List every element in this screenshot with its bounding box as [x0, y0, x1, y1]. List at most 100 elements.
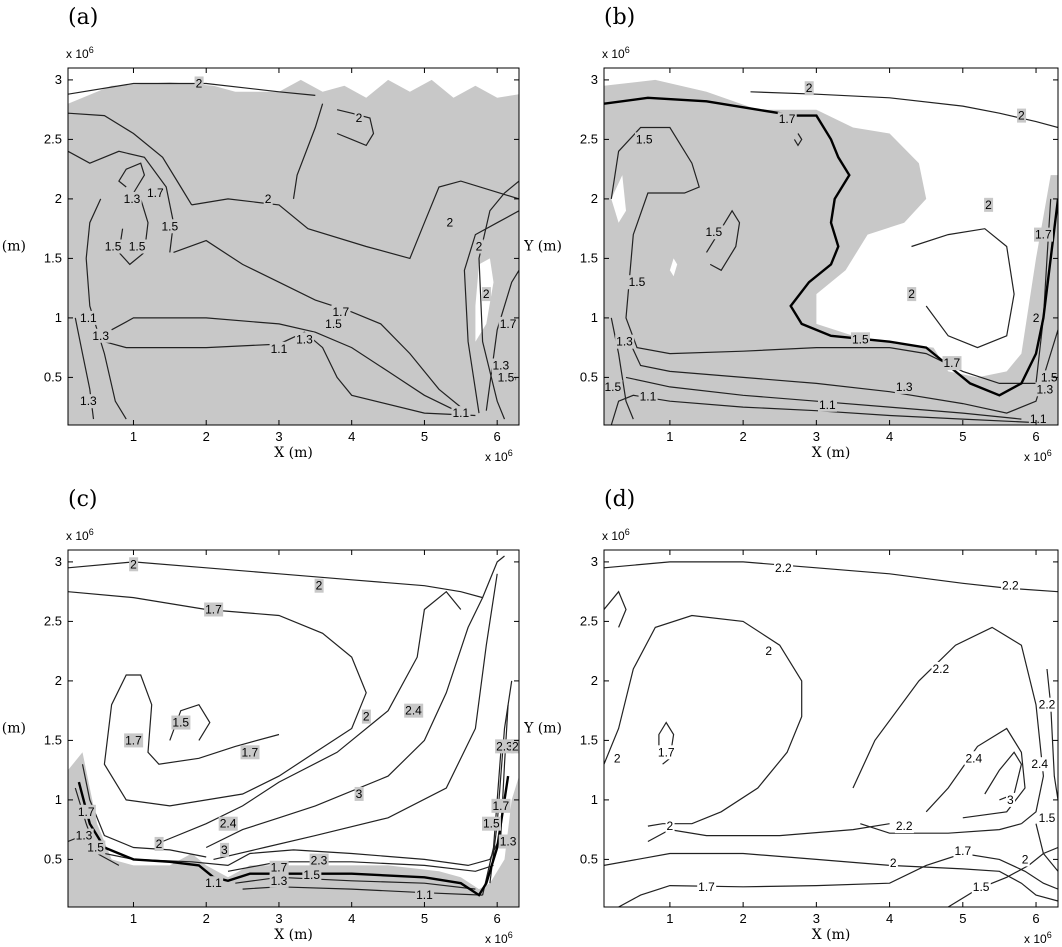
- contour-label-bg: [171, 715, 191, 730]
- contour-label-bg: [491, 358, 511, 373]
- contour-label: 2: [614, 751, 621, 765]
- contour-label-bg: [894, 379, 914, 394]
- contour-label-bg: [154, 836, 164, 851]
- unshaded-hole: [611, 175, 626, 223]
- contour-label: 1.3: [124, 192, 141, 206]
- contour-line: [292, 103, 324, 199]
- contour-label-bg: [218, 816, 238, 831]
- contour-panel: 2.2 2.2 2 2.2 2.2 2 1.7 2.4 2.4 3 2 2.2 2 1.7 1.7 1.5 1.…: [523, 487, 1059, 946]
- contour-label: 2.4: [965, 751, 982, 765]
- contour-label: 1.1: [640, 389, 657, 403]
- contour-label-bg: [76, 804, 96, 819]
- contour-label: 1.5: [172, 716, 189, 730]
- y-tick-label: 1.5: [580, 250, 598, 265]
- contour-label: 2: [265, 192, 272, 206]
- plot-frame: [603, 549, 1059, 908]
- contour-label-bg: [445, 215, 455, 230]
- shaded-region: [604, 79, 1058, 425]
- contour-line: [984, 751, 1023, 801]
- contour-line: [610, 394, 1037, 425]
- x-tick-label: 6: [494, 429, 501, 444]
- contour-label-bg: [615, 334, 635, 349]
- contour-label: 2: [985, 198, 992, 212]
- contour-label: 1.5: [105, 240, 122, 254]
- contour-label-bg: [122, 191, 142, 206]
- contour-line: [625, 376, 1022, 420]
- plot-area: 221.71.71.51.72 2.432.42 32.3 21.71.51.31.7…: [68, 555, 519, 907]
- contour-label: 1.3: [80, 394, 97, 408]
- contour-label-bg: [1028, 412, 1048, 425]
- contour-label: 1.3: [1036, 382, 1053, 396]
- contour-label: 1.3: [271, 874, 288, 888]
- contour-label-bg: [86, 840, 106, 855]
- contour-label-bg: [850, 332, 870, 347]
- contour-label-bg: [665, 819, 675, 834]
- contour-label-bg: [1034, 227, 1054, 242]
- contour-label-bg: [314, 578, 324, 593]
- contour-label: 1.5: [87, 841, 104, 855]
- contour-label-bg: [354, 786, 364, 801]
- contour-label: 1.5: [498, 370, 515, 384]
- contour-label-bg: [495, 739, 515, 754]
- y-multiplier: x 106: [602, 45, 630, 61]
- y-axis-label: Y (m): [523, 239, 562, 255]
- contour-label-bg: [953, 844, 973, 859]
- contour-label-bg: [481, 287, 491, 302]
- x-tick-label: 2: [203, 429, 210, 444]
- x-tick-label: 1: [666, 911, 673, 926]
- x-tick-label: 4: [886, 911, 893, 926]
- contour-label-bg: [324, 316, 344, 331]
- x-multiplier: x 106: [1024, 448, 1052, 464]
- contour-label-bg: [79, 394, 99, 409]
- plot-frame: [67, 67, 520, 426]
- contour-line: [1035, 823, 1058, 872]
- contour-label-bg: [160, 219, 180, 234]
- y-multiplier: x 106: [66, 45, 94, 61]
- contour-label: 1.7: [779, 112, 796, 126]
- contour-label-bg: [302, 867, 322, 882]
- contour-label-bg: [1031, 310, 1041, 325]
- x-tick-label: 2: [740, 911, 747, 926]
- contour-label: 1.7: [205, 603, 222, 617]
- y-tick-label: 1: [591, 310, 598, 325]
- contour-label-bg: [1017, 108, 1027, 123]
- panel-label: (d): [604, 487, 635, 512]
- contour-label-bg: [1039, 370, 1058, 385]
- contour-label-bg: [498, 834, 518, 849]
- contour-label-bg: [498, 316, 518, 331]
- contour-label: 1.7: [698, 880, 715, 894]
- x-tick-label: 1: [130, 429, 137, 444]
- contour-label-bg: [482, 816, 502, 831]
- panel-label: (c): [68, 487, 98, 512]
- contour-line: [191, 180, 519, 260]
- contour-label-bg: [942, 356, 962, 371]
- contour-line: [489, 680, 513, 884]
- contour-label: 1.5: [483, 817, 500, 831]
- contour-label: 2.3: [311, 854, 328, 868]
- contour-label: 2: [667, 819, 674, 833]
- contour-label: 1.5: [604, 380, 621, 394]
- contour-label-bg: [269, 860, 289, 875]
- contour-label: 1.7: [954, 844, 971, 858]
- contour-line: [925, 727, 1026, 819]
- contour-label-bg: [309, 853, 329, 868]
- contour-line: [68, 591, 367, 807]
- y-tick-label: 3: [55, 554, 62, 569]
- contour-line: [604, 614, 803, 827]
- contour-label-bg: [91, 328, 111, 343]
- contour-label: 1.7: [500, 317, 517, 331]
- contour-line: [610, 126, 1052, 384]
- contour-label: 1.1: [452, 406, 469, 420]
- contour-label: 1.7: [125, 733, 142, 747]
- contour-line: [604, 852, 1058, 902]
- contour-line: [68, 555, 505, 599]
- contour-label: 1.5: [303, 868, 320, 882]
- y-axis-label: Y (m): [0, 721, 26, 737]
- y-tick-label: 1.5: [44, 732, 62, 747]
- y-tick-label: 2.5: [580, 131, 598, 146]
- contour-label: 2: [806, 81, 813, 95]
- contour-label: 2.3: [496, 739, 513, 753]
- x-tick-label: 1: [130, 911, 137, 926]
- contour-label: 1.3: [896, 380, 913, 394]
